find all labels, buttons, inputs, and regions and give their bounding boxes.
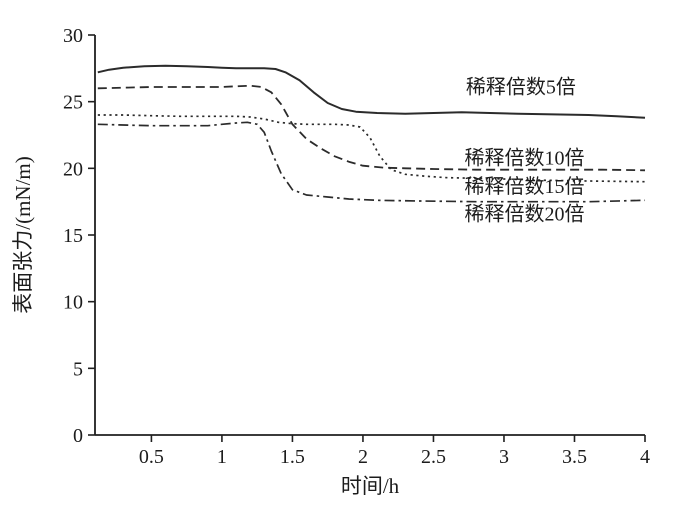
y-tick-label: 10 xyxy=(63,292,83,314)
series-label-2: 稀释倍数10倍 xyxy=(464,146,584,169)
x-tick-label: 3 xyxy=(499,446,509,468)
x-axis-title: 时间/h xyxy=(341,474,400,498)
series-label-3: 稀释倍数15倍 xyxy=(464,175,584,198)
y-axis-title: 表面张力/(mN/m) xyxy=(11,156,35,314)
y-tick-label: 0 xyxy=(73,425,83,447)
x-tick-label: 1.5 xyxy=(280,446,305,468)
y-tick-label: 5 xyxy=(73,358,83,380)
series-label-1: 稀释倍数5倍 xyxy=(466,76,576,99)
axes-layer: 0.5 1 1.5 2 2.5 3 3.5 4 0 5 10 15 20 25 30 xyxy=(63,25,650,468)
series-layer xyxy=(97,64,646,203)
series-line-2 xyxy=(97,84,646,172)
x-tick-label: 2 xyxy=(358,446,368,468)
y-tick-label: 25 xyxy=(63,92,83,114)
series-line-1 xyxy=(97,64,646,119)
x-tick-label: 2.5 xyxy=(421,446,446,468)
x-tick-label: 3.5 xyxy=(562,446,587,468)
y-tick-label: 20 xyxy=(63,158,83,180)
x-tick-label: 0.5 xyxy=(139,446,164,468)
series-line-4 xyxy=(97,121,646,203)
x-tick-label: 1 xyxy=(217,446,227,468)
y-tick-label: 15 xyxy=(63,225,83,247)
series-label-4: 稀释倍数20倍 xyxy=(464,202,584,225)
x-tick-label: 4 xyxy=(640,446,650,468)
y-tick-label: 30 xyxy=(63,25,83,47)
